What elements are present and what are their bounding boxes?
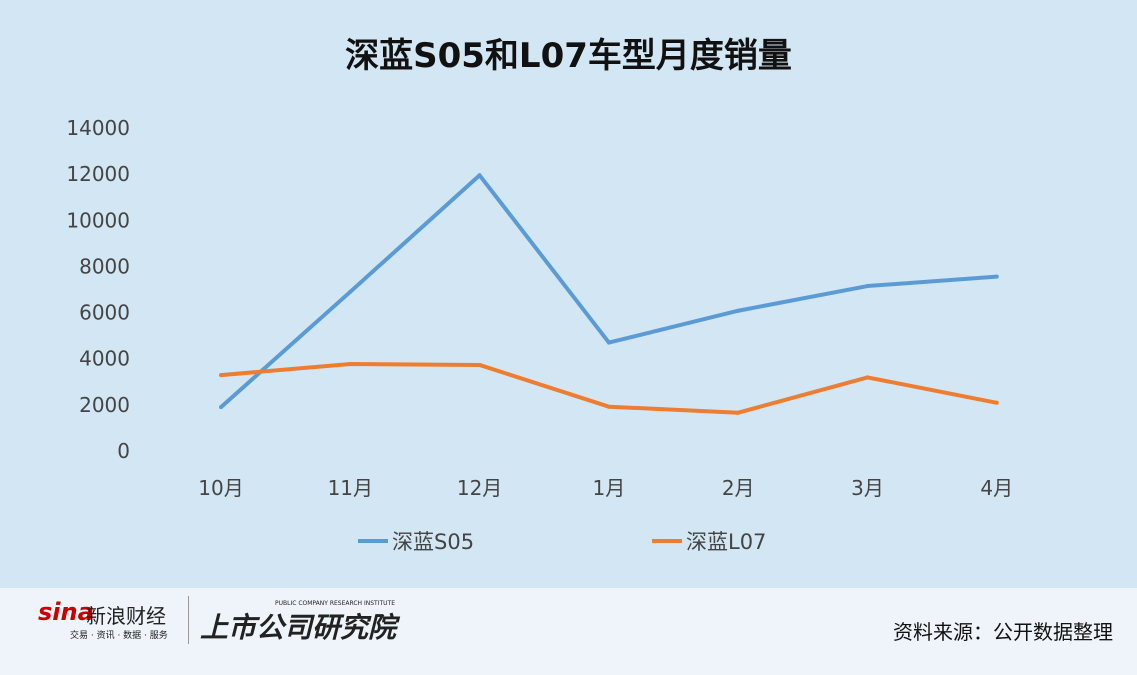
data-point [606,404,611,409]
data-point [865,375,870,380]
data-point [219,373,223,378]
legend-label: 深蓝L07 [686,530,766,554]
y-tick-label: 2000 [79,393,130,417]
y-tick-label: 14000 [66,116,130,140]
divider [188,596,189,644]
data-point [606,340,611,345]
legend-label: 深蓝S05 [392,530,474,554]
x-tick-label: 11月 [328,476,373,500]
data-point [477,173,482,178]
y-tick-label: 10000 [66,208,130,232]
y-tick-label: 8000 [79,254,130,278]
sina-name: 新浪财经 [86,604,166,628]
chart-title: 深蓝S05和L07车型月度销量 [345,36,792,76]
x-tick-label: 12月 [457,476,502,500]
data-point [219,405,223,410]
institute-en: PUBLIC COMPANY RESEARCH INSTITUTE [275,600,395,607]
x-tick-label: 1月 [593,476,626,500]
line-chart: 0 2000 4000 6000 8000 10000 12000 14000 10月 11月 12… [66,116,1013,554]
y-tick-label: 12000 [66,162,130,186]
institute-name: 上市公司研究院 [200,611,397,644]
y-tick-label: 6000 [79,301,130,325]
data-point [348,289,353,294]
data-point [865,284,870,289]
data-point [348,362,353,367]
data-point [736,308,741,313]
data-point [994,400,999,405]
data-point [994,274,999,279]
source-note: 资料来源：公开数据整理 [893,620,1113,644]
y-tick-label: 4000 [79,347,130,371]
data-point [736,410,741,415]
sina-logo: sina [38,598,94,626]
x-tick-label: 10月 [198,476,243,500]
series-line-1 [219,173,997,409]
sina-tagline: 交易 · 资讯 · 数据 · 服务 [70,631,168,641]
x-tick-label: 4月 [980,476,1013,500]
y-tick-label: 0 [117,439,130,463]
footer: sina 新浪财经 交易 · 资讯 · 数据 · 服务 PUBLIC COMPA… [0,588,1137,675]
x-tick-label: 2月 [722,476,755,500]
data-point [477,362,482,367]
x-tick-label: 3月 [851,476,884,500]
